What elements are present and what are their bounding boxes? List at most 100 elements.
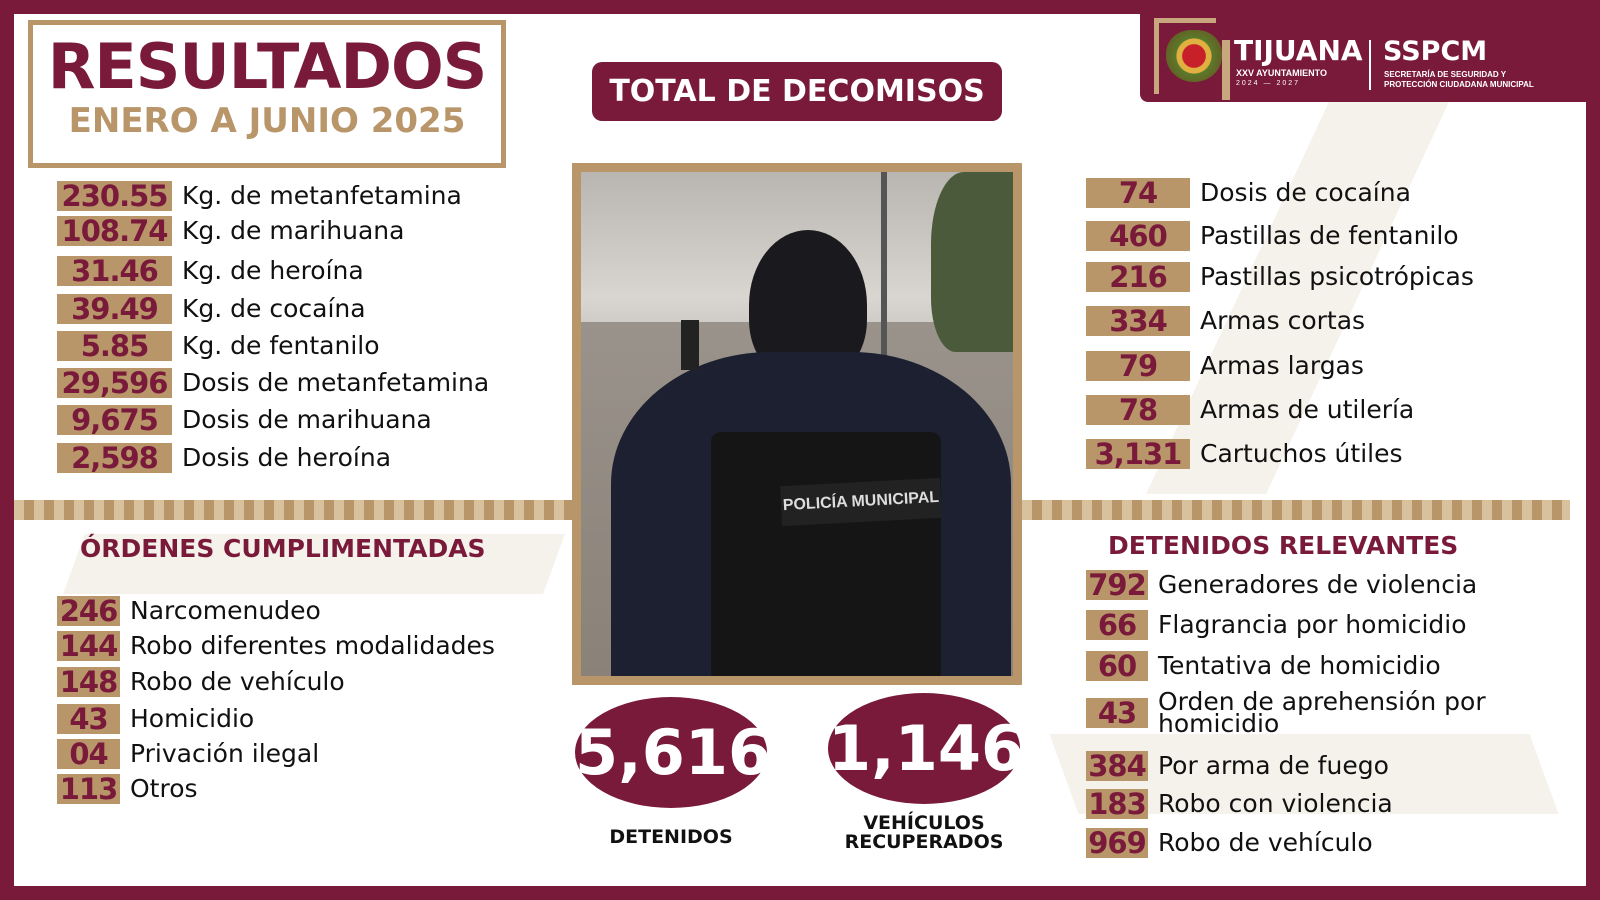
stat-row: 113 Otros	[57, 772, 198, 806]
stat-label: Flagrancia por homicidio	[1158, 610, 1467, 639]
stat-row: 2,598 Dosis de heroína	[57, 441, 391, 475]
stat-row: 460 Pastillas de fentanilo	[1086, 219, 1459, 253]
stat-value: 792	[1086, 570, 1148, 600]
stat-row: 246 Narcomenudeo	[57, 594, 321, 628]
stat-value: 113	[57, 774, 120, 804]
decorative-band-left	[14, 500, 574, 520]
stat-label: Tentativa de homicidio	[1158, 651, 1441, 680]
stat-value: 79	[1086, 351, 1190, 381]
page-subtitle: ENERO A JUNIO 2025	[68, 101, 466, 141]
stat-label: Dosis de marihuana	[182, 405, 432, 434]
stat-label: Robo de vehículo	[130, 667, 345, 696]
stat-label: Kg. de marihuana	[182, 216, 405, 245]
stat-value: 29,596	[57, 368, 172, 398]
stat-row: 04 Privación ilegal	[57, 737, 319, 771]
ordenes-heading: ÓRDENES CUMPLIMENTADAS	[80, 534, 486, 563]
stat-label: Narcomenudeo	[130, 596, 321, 625]
stat-value: 3,131	[1086, 439, 1190, 469]
stat-label: Kg. de heroína	[182, 256, 364, 285]
stat-label: Kg. de cocaína	[182, 294, 366, 323]
decorative-band-right	[1022, 500, 1570, 520]
stat-row: 39.49 Kg. de cocaína	[57, 292, 366, 326]
logo-header: TIJUANA XXV AYUNTAMIENTO 2024 — 2027 SSP…	[1140, 14, 1586, 102]
stat-row: 66 Flagrancia por homicidio	[1086, 608, 1467, 642]
stat-value: 5.85	[57, 331, 172, 361]
logo-agency: SSPCM	[1383, 36, 1488, 67]
stat-label: Cartuchos útiles	[1200, 439, 1403, 468]
detenidos-total: 5,616	[575, 697, 771, 808]
logo-agency-line1: SECRETARÍA DE SEGURIDAD Y	[1384, 70, 1507, 79]
stat-label: Armas de utilería	[1200, 395, 1415, 424]
stat-label: Pastillas de fentanilo	[1200, 221, 1459, 250]
detenidos-heading: DETENIDOS RELEVANTES	[1108, 531, 1459, 560]
stat-label: Generadores de violencia	[1158, 570, 1478, 599]
stat-value: 9,675	[57, 405, 172, 435]
stat-label: Otros	[130, 774, 198, 803]
stat-label: Orden de aprehensión por homicidio	[1158, 687, 1486, 738]
stat-value: 384	[1086, 751, 1148, 781]
logo-period: 2024 — 2027	[1236, 80, 1301, 87]
stat-row: 384 Por arma de fuego	[1086, 749, 1389, 783]
stat-row: 43 Homicidio	[57, 702, 254, 736]
photo-vest	[711, 432, 941, 676]
stat-label: Dosis de heroína	[182, 443, 392, 472]
stat-row: 144 Robo diferentes modalidades	[57, 629, 495, 663]
stat-value: 43	[1086, 698, 1148, 728]
stat-row: 969 Robo de vehículo	[1086, 826, 1373, 860]
stat-row: 230.55 Kg. de metanfetamina	[57, 179, 462, 213]
stat-value: 334	[1086, 306, 1190, 336]
stat-value: 230.55	[57, 181, 172, 211]
title-box: RESULTADOS ENERO A JUNIO 2025	[28, 20, 506, 168]
stat-value: 66	[1086, 610, 1148, 640]
stat-row: 78 Armas de utilería	[1086, 393, 1414, 427]
stat-label: Robo con violencia	[1158, 789, 1393, 818]
stat-label: Robo de vehículo	[1158, 828, 1373, 857]
stat-label: Dosis de cocaína	[1200, 178, 1411, 207]
stat-row: 9,675 Dosis de marihuana	[57, 403, 432, 437]
stat-label: Por arma de fuego	[1158, 751, 1389, 780]
infographic: RESULTADOS ENERO A JUNIO 2025 TOTAL DE D…	[14, 14, 1586, 886]
tijuana-coat-of-arms-icon	[1166, 30, 1222, 82]
stat-row: 5.85 Kg. de fentanilo	[57, 329, 380, 363]
stat-row: 108.74 Kg. de marihuana	[57, 214, 404, 248]
vehiculos-label-2: RECUPERADOS	[844, 831, 1004, 853]
stat-row: 31.46 Kg. de heroína	[57, 254, 364, 288]
vehiculos-total: 1,146	[828, 693, 1024, 804]
stat-label: Kg. de metanfetamina	[182, 181, 462, 210]
stat-value: 969	[1086, 828, 1148, 858]
vehiculos-label-1: VEHÍCULOS	[863, 812, 985, 834]
logo-city: TIJUANA	[1234, 34, 1363, 67]
logo-ayuntamiento: XXV AYUNTAMIENTO	[1236, 68, 1328, 78]
stat-row: 74 Dosis de cocaína	[1086, 176, 1411, 210]
stat-row: 148 Robo de vehículo	[57, 665, 345, 699]
stat-label: Homicidio	[130, 704, 255, 733]
stat-value: 183	[1086, 789, 1148, 819]
vest-patch: POLICÍA MUNICIPAL	[780, 477, 942, 527]
stat-value: 148	[57, 667, 120, 697]
logo-divider	[1369, 40, 1371, 90]
stat-row: 334 Armas cortas	[1086, 304, 1365, 338]
logo-frame	[1154, 18, 1216, 94]
stat-value: 31.46	[57, 256, 172, 286]
section-title-pill: TOTAL DE DECOMISOS	[592, 62, 1002, 121]
logo-column	[1222, 40, 1230, 100]
detenidos-label: DETENIDOS	[609, 826, 733, 848]
stat-value: 04	[57, 739, 120, 769]
stat-label: Dosis de metanfetamina	[182, 368, 490, 397]
stat-label: Pastillas psicotrópicas	[1200, 262, 1474, 291]
stat-row: 60 Tentativa de homicidio	[1086, 649, 1441, 683]
stat-value: 60	[1086, 651, 1148, 681]
stat-value: 246	[57, 596, 120, 626]
stat-label: Kg. de fentanilo	[182, 331, 380, 360]
stat-row: 79 Armas largas	[1086, 349, 1364, 383]
stat-row: 3,131 Cartuchos útiles	[1086, 437, 1403, 471]
police-officer-photo: POLICÍA MUNICIPAL	[572, 163, 1022, 685]
stat-label: Armas largas	[1200, 351, 1364, 380]
stat-row: 29,596 Dosis de metanfetamina	[57, 366, 489, 400]
page-title: RESULTADOS	[47, 30, 488, 103]
logo-agency-line2: PROTECCIÓN CIUDADANA MUNICIPAL	[1384, 80, 1534, 89]
photo-tree	[931, 172, 1013, 352]
stat-row: 43 Orden de aprehensión por homicidio	[1086, 689, 1518, 736]
photo-distant-officer	[681, 320, 699, 370]
stat-row: 792 Generadores de violencia	[1086, 568, 1477, 602]
